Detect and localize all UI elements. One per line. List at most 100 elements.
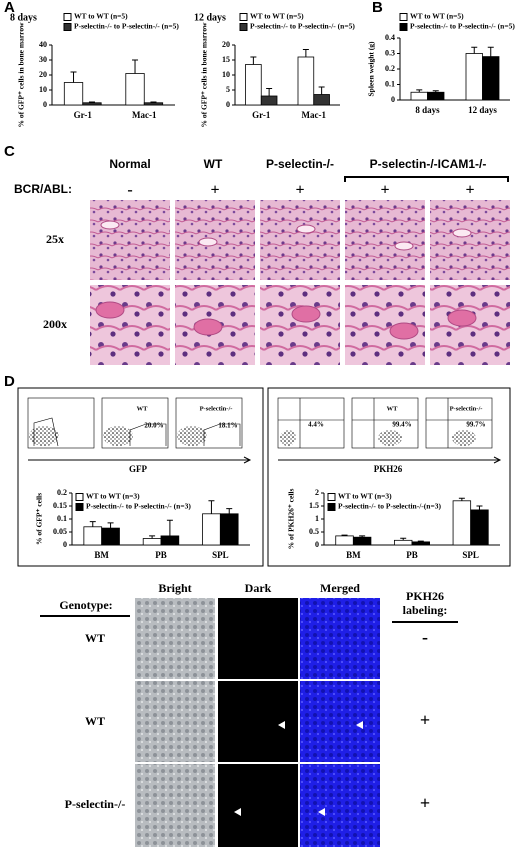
cell-cluster [177, 426, 207, 446]
column-header: Normal [109, 157, 150, 171]
vessel [193, 318, 223, 336]
bracket [344, 176, 509, 182]
x-tick-label: 8 days [415, 105, 440, 115]
legend-swatch [239, 13, 248, 21]
x-tick-label: SPL [212, 550, 229, 560]
row-header: BCR/ABL: [14, 182, 72, 196]
bar [482, 56, 500, 101]
y-tick-label: 0 [226, 100, 230, 109]
x-tick-label: BM [346, 550, 361, 560]
plot-label: P-selectin-/- [450, 405, 483, 412]
axis-label: PKH26 [374, 464, 403, 474]
cell-cluster [280, 430, 296, 446]
error-bar [166, 519, 173, 536]
legend-label: WT to WT (n=3) [338, 492, 392, 501]
row-label: 200x [43, 317, 67, 331]
micrograph [300, 764, 380, 847]
error-bar [302, 49, 309, 57]
chart-title: 12 days [194, 12, 226, 23]
y-tick-label: 5 [226, 85, 230, 94]
x-tick-label: PB [406, 550, 418, 560]
error-bar [471, 46, 478, 54]
micrograph [135, 681, 215, 762]
legend-swatch [239, 23, 248, 31]
x-tick-label: Mac-1 [302, 110, 327, 120]
y-tick-label: 15 [222, 55, 230, 64]
arrowhead [356, 721, 363, 729]
quadrant [426, 398, 492, 448]
error-bar [88, 101, 95, 103]
row-label: WT [85, 714, 105, 728]
y-tick-label: 1.5 [309, 501, 319, 510]
error-bar [107, 522, 114, 529]
y-tick-label: 0 [43, 100, 47, 109]
error-bar [150, 101, 157, 103]
error-bar [432, 90, 439, 93]
bar [470, 509, 489, 546]
bar [411, 541, 431, 546]
micrograph [218, 598, 298, 679]
row-label: 25x [46, 232, 64, 246]
panel-label: C [4, 143, 15, 160]
histology-image [90, 200, 170, 280]
column-header: WT [204, 157, 223, 171]
bar [352, 536, 372, 546]
vessel [291, 305, 321, 323]
bar [82, 102, 102, 106]
y-tick-label: 0.2 [57, 488, 67, 497]
error-bar [359, 535, 366, 538]
y-tick-label: 0.1 [385, 79, 395, 88]
axis-label: GFP [129, 464, 147, 474]
y-tick-label: 2 [315, 488, 319, 497]
column-header: Merged [320, 581, 360, 595]
micrograph [300, 598, 380, 679]
micrograph [218, 681, 298, 762]
error-bar [266, 88, 273, 96]
gate-percent: 20.0% [144, 422, 163, 430]
cell-cluster [103, 426, 133, 446]
error-bar [400, 537, 407, 541]
panel-label: B [372, 0, 383, 16]
row-label: WT [85, 631, 105, 645]
column-header: Genotype: [59, 598, 112, 612]
micrograph [135, 598, 215, 679]
legend-swatch [75, 503, 84, 511]
legend-label: P-selectin-/- to P-selectin-/- (n=5) [250, 22, 355, 31]
cell-cluster [29, 426, 59, 446]
arrowhead [278, 721, 285, 729]
y-tick-label: 1 [315, 514, 319, 523]
x-tick-label: Gr-1 [252, 110, 271, 120]
y-tick-label: 10 [39, 85, 47, 94]
column-header: labeling: [403, 603, 448, 617]
legend-label: WT to WT (n=5) [410, 12, 464, 21]
vessel [100, 220, 120, 230]
sign: + [380, 182, 389, 199]
micrograph [300, 681, 380, 762]
bar [142, 538, 162, 546]
legend-label: P-selectin-/- to P-selectin-/- (n=5) [74, 22, 179, 31]
y-tick-label: 0.2 [385, 64, 395, 73]
error-bar [132, 59, 139, 74]
y-axis-label: % of GFP⁺ cells in bone marrow [17, 22, 26, 128]
y-axis-label: % of PKH26⁺ cells [287, 489, 296, 550]
bar [465, 53, 483, 101]
y-axis-label: % of GFP⁺ cells in bone marrow [200, 22, 209, 128]
histology-image [345, 200, 425, 280]
cell-cluster [452, 430, 476, 446]
row-sign: + [420, 793, 430, 813]
bar [393, 539, 413, 546]
bar [427, 91, 445, 101]
arrowhead [318, 808, 325, 816]
cell-cluster [378, 430, 402, 446]
error-bar [341, 534, 348, 536]
row-sign: - [422, 627, 428, 647]
y-tick-label: 30 [39, 55, 47, 64]
row-sign: + [420, 710, 430, 730]
quadrant [352, 398, 418, 448]
flow-plot [277, 397, 345, 449]
bar [101, 527, 120, 546]
legend-swatch [327, 493, 336, 501]
bar [313, 94, 330, 106]
error-bar [250, 56, 257, 65]
